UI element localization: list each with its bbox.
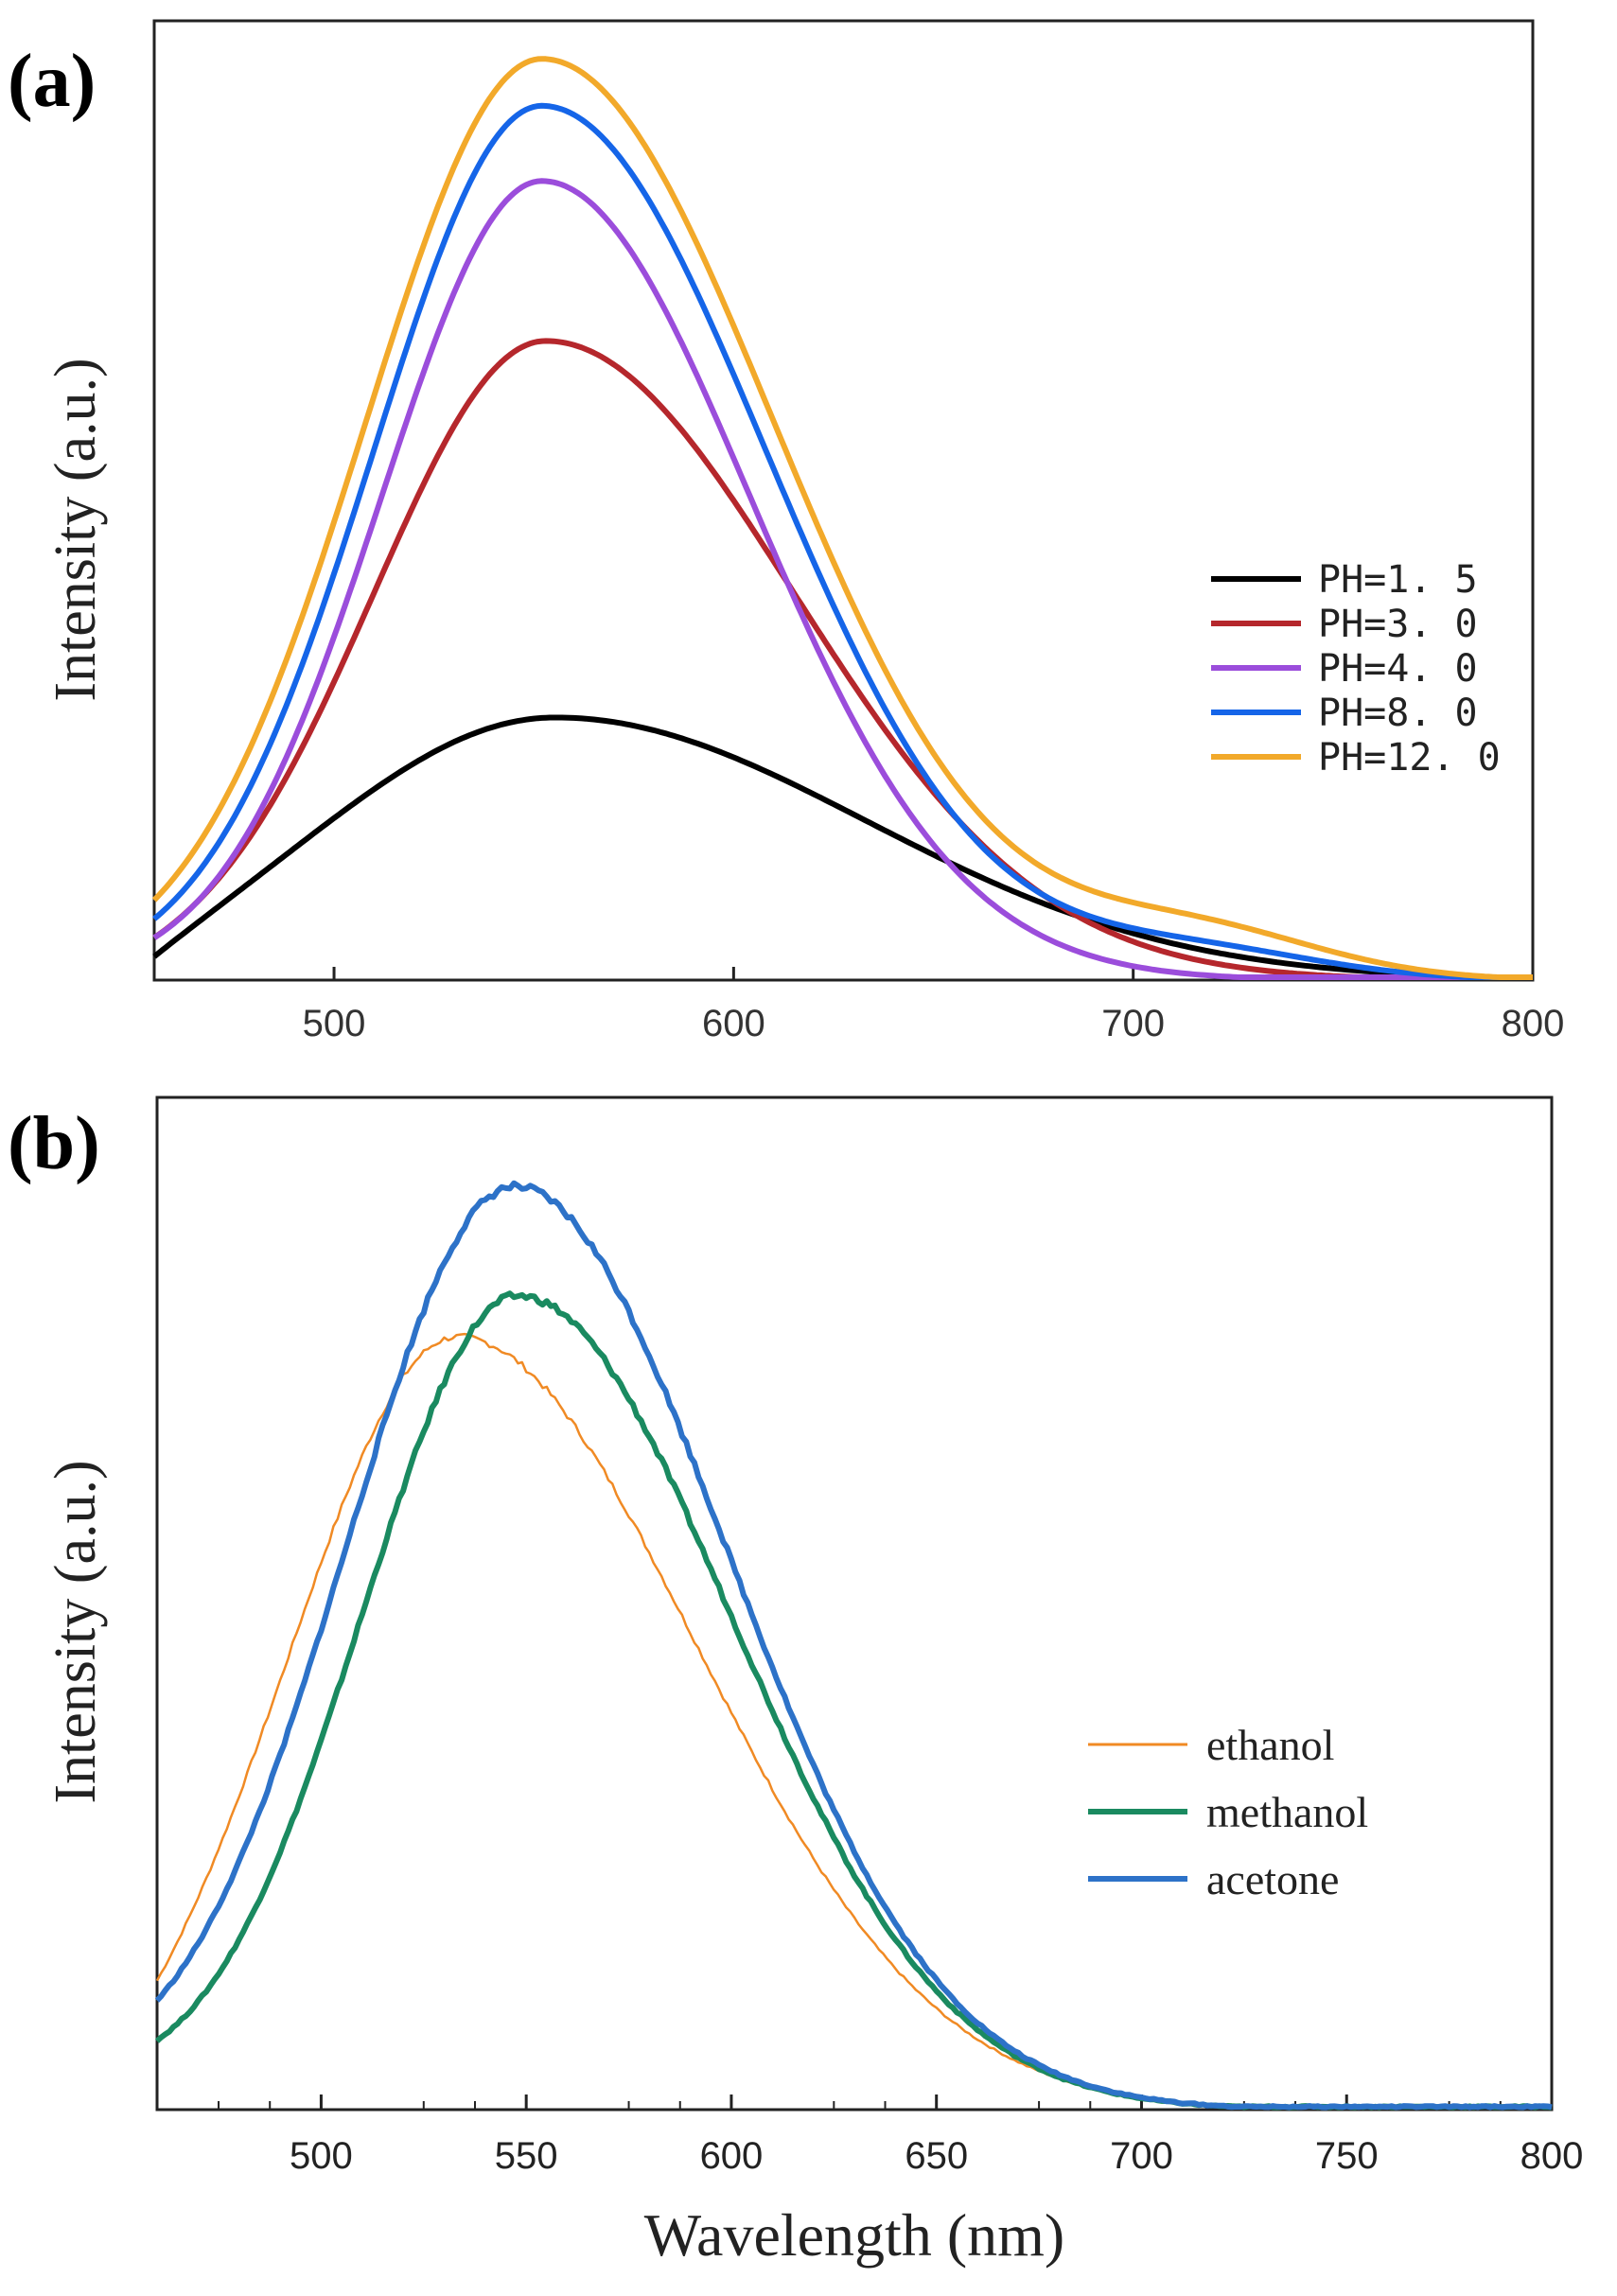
panel-a-plot-frame bbox=[152, 19, 1535, 982]
panel-a-legend: PH=1. 5PH=3. 0PH=4. 0PH=8. 0PH=12. 0 bbox=[1211, 558, 1501, 780]
panel-a-legend-label: PH=3. 0 bbox=[1318, 603, 1478, 646]
panel-b-legend: ethanol methanol acetone bbox=[1088, 1721, 1368, 1903]
panel-a: (a) Intensity (a.u.) 500 600 700 800 PH=1. … bbox=[8, 19, 1565, 1044]
panel-b-plot-frame bbox=[155, 1095, 1554, 2112]
panel-a-x-tick-label: 600 bbox=[702, 1003, 765, 1044]
panel-b-y-axis-label: Intensity (a.u.) bbox=[44, 1460, 108, 1803]
panel-a-x-tick-label: 500 bbox=[303, 1003, 366, 1044]
panel-a-x-tick-label: 700 bbox=[1101, 1003, 1165, 1044]
panel-b-x-tick-label: 500 bbox=[290, 2135, 353, 2177]
panel-a-series-line-1 bbox=[152, 338, 1533, 980]
panel-b-x-tick-label: 600 bbox=[700, 2135, 764, 2177]
panel-a-legend-label: PH=1. 5 bbox=[1318, 558, 1478, 602]
panel-a-legend-label: PH=8. 0 bbox=[1318, 692, 1478, 735]
panel-a-legend-label: PH=12. 0 bbox=[1318, 736, 1501, 780]
panel-b: (b) Intensity (a.u.) 500 550 600 650 700 750 8… bbox=[8, 1095, 1584, 2269]
panel-b-x-tick-label: 700 bbox=[1110, 2135, 1173, 2177]
panel-a-x-tick-label: 800 bbox=[1502, 1003, 1565, 1044]
panel-a-series-line-3 bbox=[152, 102, 1533, 980]
panel-b-x-tick-label: 550 bbox=[495, 2135, 558, 2177]
panel-a-series-line-2 bbox=[152, 178, 1533, 980]
panel-b-x-tick-label: 650 bbox=[905, 2135, 968, 2177]
panel-b-series-line-1 bbox=[154, 1290, 1553, 2111]
panel-b-legend-label: acetone bbox=[1206, 1855, 1339, 1903]
panel-a-y-axis-label: Intensity (a.u.) bbox=[44, 358, 108, 701]
panel-b-legend-label: ethanol bbox=[1206, 1721, 1334, 1769]
panel-a-label: (a) bbox=[8, 40, 96, 123]
panel-b-x-axis-label: Wavelength (nm) bbox=[644, 2201, 1064, 2269]
panel-b-series-line-0 bbox=[155, 1332, 1553, 2109]
panel-a-series-line-0 bbox=[152, 714, 1533, 980]
panel-b-legend-label: methanol bbox=[1206, 1788, 1368, 1836]
panel-b-label: (b) bbox=[8, 1102, 100, 1185]
panel-b-x-tick-label: 800 bbox=[1520, 2135, 1584, 2177]
panel-a-series-line-4 bbox=[151, 56, 1533, 980]
panel-a-legend-label: PH=4. 0 bbox=[1318, 647, 1478, 691]
panel-b-x-tick-label: 750 bbox=[1315, 2135, 1379, 2177]
panel-b-series-line-2 bbox=[154, 1180, 1553, 2111]
